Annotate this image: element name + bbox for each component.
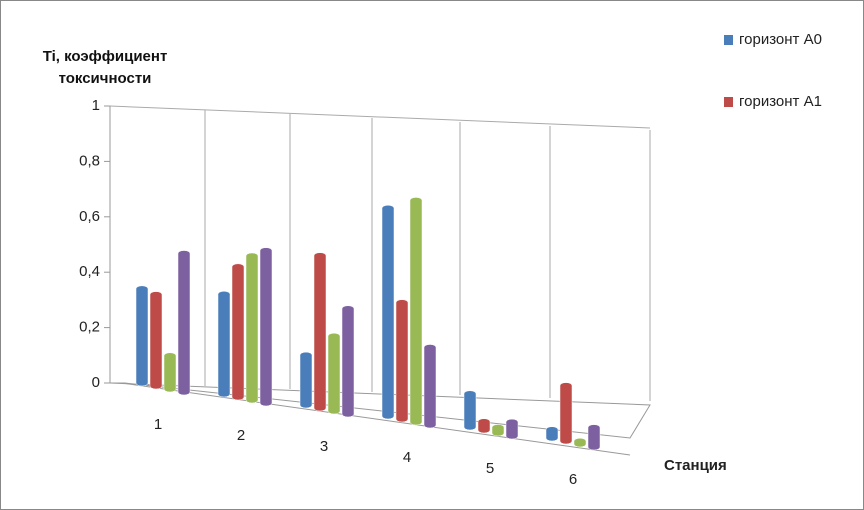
bar xyxy=(463,390,477,431)
bar xyxy=(381,205,395,420)
bar xyxy=(217,291,231,398)
bar xyxy=(477,418,491,434)
bar xyxy=(559,382,573,445)
bar xyxy=(149,291,163,390)
bar xyxy=(505,418,519,440)
x-tick-label: 4 xyxy=(403,449,411,466)
bar xyxy=(395,299,409,423)
x-tick-label: 3 xyxy=(320,438,328,455)
y-tick-label: 1 xyxy=(92,97,100,114)
bar xyxy=(299,351,313,409)
legend-label: горизонт А1 xyxy=(739,93,822,110)
bar xyxy=(423,344,437,429)
x-tick-label: 2 xyxy=(237,427,245,444)
legend-swatch xyxy=(724,97,733,107)
y-axis-title: Ti, коэффициент токсичности xyxy=(42,48,168,87)
bar xyxy=(259,247,273,407)
legend-swatch xyxy=(724,35,733,45)
bar xyxy=(313,252,327,412)
bar xyxy=(587,424,601,451)
bar xyxy=(231,263,245,401)
bar xyxy=(341,305,355,418)
x-tick-label: 1 xyxy=(154,416,162,433)
back-top xyxy=(109,105,651,129)
bar xyxy=(245,252,259,404)
floor-front xyxy=(121,382,631,456)
bar xyxy=(491,424,505,437)
y-tick-label: 0,2 xyxy=(79,319,100,336)
legend-label: горизонт А0 xyxy=(739,31,822,48)
bar xyxy=(163,352,177,393)
bar xyxy=(135,285,149,387)
y-tick-label: 0,4 xyxy=(79,263,100,280)
x-axis-title: Станция xyxy=(664,457,727,474)
x-tick-label: 5 xyxy=(486,460,494,477)
y-tick-label: 0,6 xyxy=(79,208,100,225)
bar xyxy=(177,250,191,396)
bar xyxy=(327,332,341,415)
y-tick-label: 0,8 xyxy=(79,152,100,169)
y-tick-label: 0 xyxy=(92,374,100,391)
bar xyxy=(409,197,423,426)
bar xyxy=(573,437,587,448)
bar xyxy=(545,426,559,442)
x-tick-label: 6 xyxy=(569,471,577,488)
